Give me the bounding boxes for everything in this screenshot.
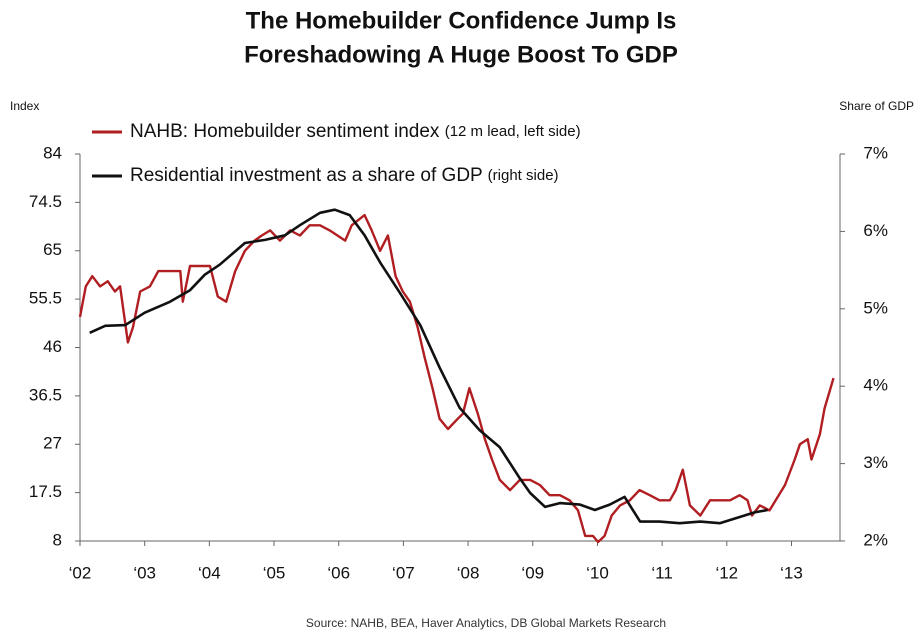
x-tick-label: ‘10	[586, 563, 609, 582]
x-tick-label: ‘03	[133, 563, 156, 582]
legend-note: (right side)	[488, 167, 559, 184]
x-tick-label: ‘12	[715, 563, 738, 582]
y-axis-label: Index	[10, 99, 39, 113]
y2-tick-label: 6%	[863, 221, 888, 240]
y2-tick-label: 2%	[863, 530, 888, 549]
legend-entry: Residential investment as a share of GDP…	[130, 165, 559, 186]
y-tick-label: 8	[53, 530, 62, 549]
y2-tick-label: 5%	[863, 298, 888, 317]
x-tick-label: ‘06	[327, 563, 350, 582]
series-line	[78, 213, 835, 544]
x-tick-label: ‘05	[263, 563, 286, 582]
y-tick-label: 17.5	[29, 482, 62, 501]
y-tick-label: 74.5	[29, 192, 62, 211]
x-tick-label: ‘11	[651, 563, 672, 582]
y-tick-label: 55.5	[29, 289, 62, 308]
x-tick-label: ‘09	[521, 563, 544, 582]
x-tick-label: ‘02	[69, 563, 92, 582]
legend-entry: NAHB: Homebuilder sentiment index (12 m …	[130, 121, 581, 142]
legend-name: NAHB: Homebuilder sentiment index	[130, 121, 440, 142]
x-tick-label: ‘04	[198, 563, 221, 582]
y-tick-label: 84	[43, 143, 62, 162]
y-tick-label: 46	[43, 337, 62, 356]
legend-name: Residential investment as a share of GDP	[130, 165, 482, 186]
y2-axis-label: Share of GDP	[839, 99, 914, 113]
y-tick-label: 27	[43, 434, 62, 453]
source-note: Source: NAHB, BEA, Haver Analytics, DB G…	[306, 616, 666, 630]
x-tick-label: ‘07	[392, 563, 415, 582]
chart-title: Foreshadowing A Huge Boost To GDP	[244, 41, 678, 68]
chart-title: The Homebuilder Confidence Jump Is	[246, 7, 677, 34]
y2-tick-label: 7%	[863, 143, 888, 162]
y2-tick-label: 4%	[863, 376, 888, 395]
series-line	[89, 208, 768, 525]
y-tick-label: 65	[43, 240, 62, 259]
y2-tick-label: 3%	[863, 453, 888, 472]
x-tick-label: ‘13	[780, 563, 803, 582]
x-tick-label: ‘08	[457, 563, 480, 582]
legend-note: (12 m lead, left side)	[445, 123, 581, 140]
y-tick-label: 36.5	[29, 385, 62, 404]
